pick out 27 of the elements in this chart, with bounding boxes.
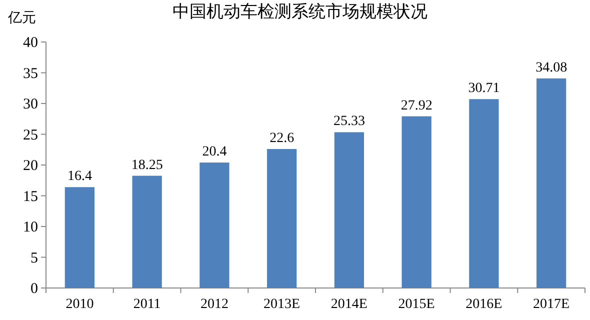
data-label: 30.71: [468, 81, 500, 96]
y-tick-label: 25: [23, 127, 38, 144]
data-label: 34.08: [536, 60, 568, 76]
data-label: 27.92: [400, 98, 432, 114]
y-tick-label: 20: [23, 158, 38, 174]
x-tick-label: 2012: [200, 297, 228, 312]
y-tick-label: 15: [23, 188, 38, 205]
data-label: 22.6: [270, 131, 294, 146]
data-label: 16.4: [67, 169, 92, 184]
y-tick-label: 10: [23, 220, 38, 236]
ylabel: 亿元: [8, 11, 36, 26]
x-tick-label: 2013E: [264, 297, 300, 312]
y-tick-label: 0: [30, 281, 38, 297]
y-tick-label: 40: [23, 35, 38, 51]
x-tick-label: 2017E: [533, 297, 570, 312]
x-tick-label: 2016E: [466, 297, 502, 312]
y-tick-label: 5: [30, 250, 38, 266]
x-tick-label: 2010: [66, 297, 94, 312]
y-tick-label: 35: [23, 66, 38, 82]
title: 中国机动车检测系统市场规模状况: [172, 2, 428, 21]
y-tick-label: 30: [23, 96, 38, 112]
data-label: 25.33: [333, 114, 365, 130]
x-tick-label: 2014E: [330, 297, 368, 312]
data-label: 20.4: [202, 144, 227, 160]
data-label: 18.25: [131, 158, 163, 173]
x-tick-label: 2011: [133, 297, 161, 312]
x-tick-label: 2015E: [398, 297, 435, 312]
